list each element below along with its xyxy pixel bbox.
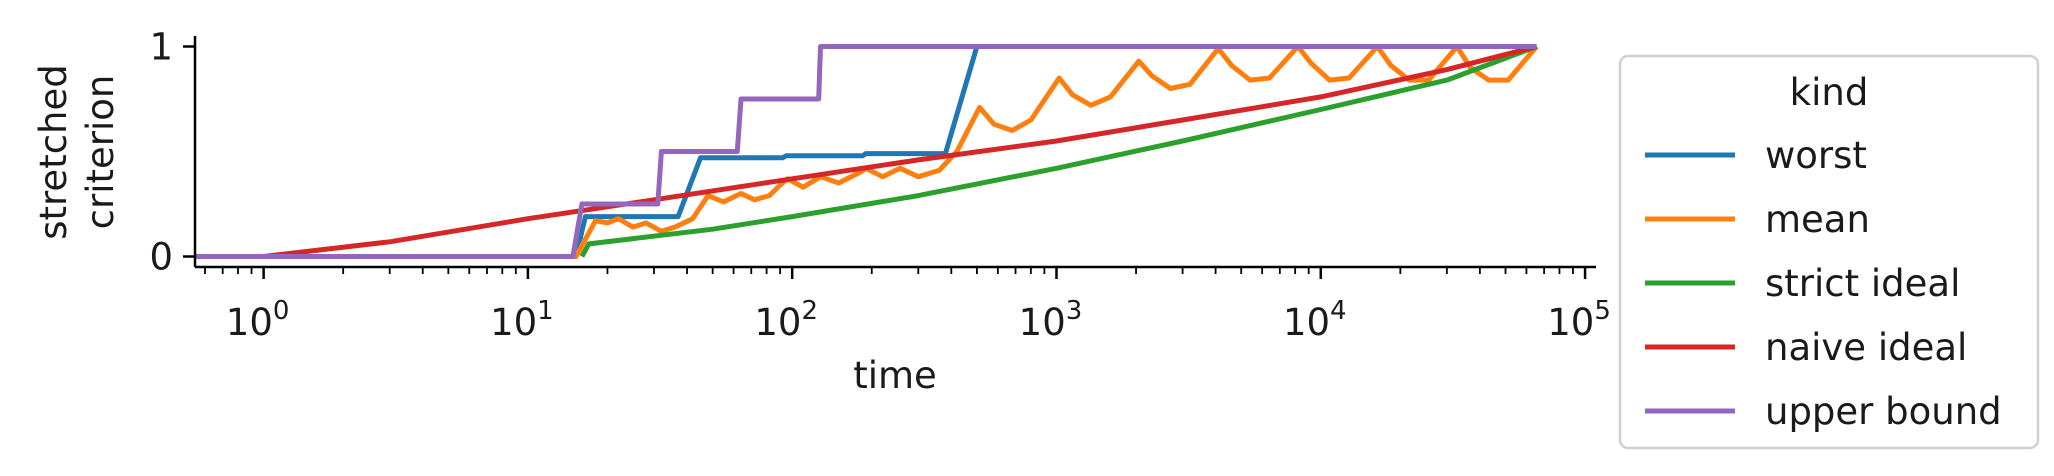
- series-line-naive-ideal: [263, 44, 1538, 259]
- series-line-upper-bound: [195, 44, 1537, 259]
- legend: kind worst mean strict ideal naive ideal upp…: [1618, 54, 2040, 450]
- series-line-mean: [195, 44, 1539, 259]
- legend-label-upper-bound: upper bound: [1765, 390, 2002, 433]
- y-ticks: 01: [149, 26, 195, 279]
- x-tick-label: 101: [490, 296, 554, 344]
- axes: [193, 36, 1596, 269]
- legend-items: worst mean strict ideal naive ideal upper bo…: [1645, 134, 2002, 433]
- y-tick-label: 0: [149, 236, 173, 279]
- x-axis-label: time: [853, 354, 937, 397]
- x-tick-label: 100: [226, 296, 290, 344]
- x-tick-label: 103: [1019, 296, 1083, 344]
- x-ticks: 100 101 102 103 104 105: [204, 267, 1611, 344]
- legend-label-naive-ideal: naive ideal: [1765, 326, 1967, 369]
- x-tick-label: 102: [754, 296, 818, 344]
- y-axis-label-line-1: stretched: [32, 64, 75, 240]
- y-tick-label: 1: [149, 26, 173, 69]
- x-tick-exponent: 5: [1594, 296, 1611, 326]
- legend-label-strict-ideal: strict ideal: [1765, 262, 1960, 305]
- legend-label-worst: worst: [1765, 134, 1867, 177]
- series-lines: [195, 44, 1539, 259]
- series-line-worst: [195, 44, 1537, 259]
- y-axis-label-line-2: criterion: [79, 75, 122, 230]
- x-tick-exponent: 3: [1066, 296, 1083, 326]
- series-line-strict-ideal: [579, 44, 1538, 258]
- x-tick-exponent: 4: [1330, 296, 1347, 326]
- legend-title: kind: [1790, 71, 1869, 114]
- x-tick-exponent: 1: [537, 296, 554, 326]
- x-tick-exponent: 0: [273, 296, 290, 326]
- legend-label-mean: mean: [1765, 198, 1870, 241]
- x-tick-exponent: 2: [801, 296, 818, 326]
- x-tick-label: 105: [1547, 296, 1611, 344]
- x-tick-label: 104: [1283, 296, 1347, 344]
